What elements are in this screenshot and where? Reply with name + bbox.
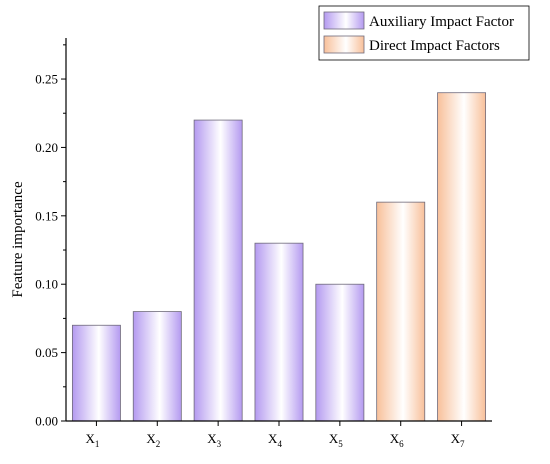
y-tick-label: 0.15	[35, 208, 58, 223]
y-tick-label: 0.00	[35, 414, 58, 429]
x-tick-label: X2	[146, 431, 160, 449]
y-tick-label: 0.20	[35, 140, 58, 155]
x-tick-label: X6	[390, 431, 404, 449]
bar-x7	[437, 92, 487, 422]
y-axis-title: Feature importance	[10, 181, 26, 298]
bar-x6	[376, 201, 426, 422]
legend-label: Auxiliary Impact Factor	[369, 14, 514, 30]
x-tick-label: X5	[329, 431, 343, 449]
y-tick-label: 0.25	[35, 72, 58, 87]
legend-swatch	[323, 11, 365, 30]
x-tick-label: X1	[85, 431, 99, 449]
bar-x4	[254, 242, 304, 422]
y-tick-label: 0.10	[35, 277, 58, 292]
legend-swatch	[323, 35, 365, 54]
bars-group	[71, 92, 487, 422]
legend: Auxiliary Impact Factor Direct Impact Fac…	[318, 5, 530, 61]
axes-group: X1 X2 X3 X4 X5 X6 X7 0.00 0.05 0.10 0.15 0.20 0.25 Fe…	[10, 38, 492, 449]
x-tick-label: X4	[268, 431, 282, 449]
y-tick-label: 0.05	[35, 345, 58, 360]
x-tick-label: X7	[451, 431, 465, 449]
bar-x5	[315, 283, 365, 422]
bar-x1	[71, 324, 121, 422]
bar-x2	[132, 311, 182, 422]
legend-label: Direct Impact Factors	[369, 38, 500, 54]
bar-x3	[193, 119, 243, 422]
x-tick-label: X3	[207, 431, 221, 449]
